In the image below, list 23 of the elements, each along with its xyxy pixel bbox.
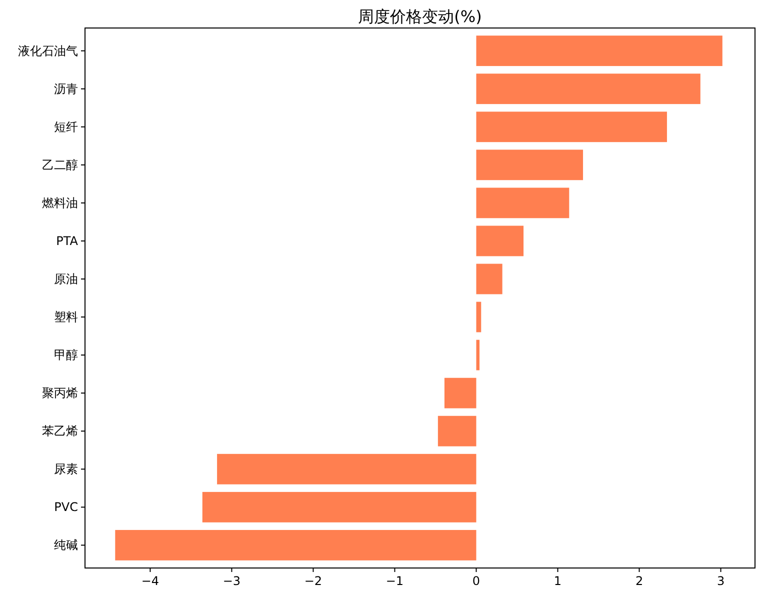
y-tick-label: 尿素 <box>54 462 78 476</box>
y-tick-label: 液化石油气 <box>18 44 78 58</box>
y-tick-label: 乙二醇 <box>42 158 78 172</box>
x-tick-label: −4 <box>141 574 160 588</box>
x-tick-label: −3 <box>222 574 241 588</box>
y-tick-label: 苯乙烯 <box>42 424 78 438</box>
x-tick-label: −2 <box>304 574 322 588</box>
y-tick-label: 塑料 <box>54 310 78 324</box>
y-tick-label: PTA <box>56 234 79 248</box>
x-tick-label: 1 <box>554 574 562 588</box>
x-tick-label: −1 <box>386 574 404 588</box>
y-tick-label: 纯碱 <box>54 538 78 552</box>
y-tick-label: 原油 <box>54 272 78 286</box>
y-tick-label: PVC <box>54 500 78 514</box>
x-tick-label: 0 <box>472 574 480 588</box>
chart-title: 周度价格变动(%) <box>358 7 482 26</box>
x-tick-label: 3 <box>716 574 725 588</box>
y-tick-label: 燃料油 <box>42 196 78 210</box>
y-tick-label: 短纤 <box>54 120 78 134</box>
y-tick-label: 沥青 <box>54 82 78 96</box>
y-tick-label: 聚丙烯 <box>42 386 78 400</box>
y-tick-label: 甲醇 <box>54 348 78 362</box>
x-tick-label: 2 <box>635 574 644 588</box>
